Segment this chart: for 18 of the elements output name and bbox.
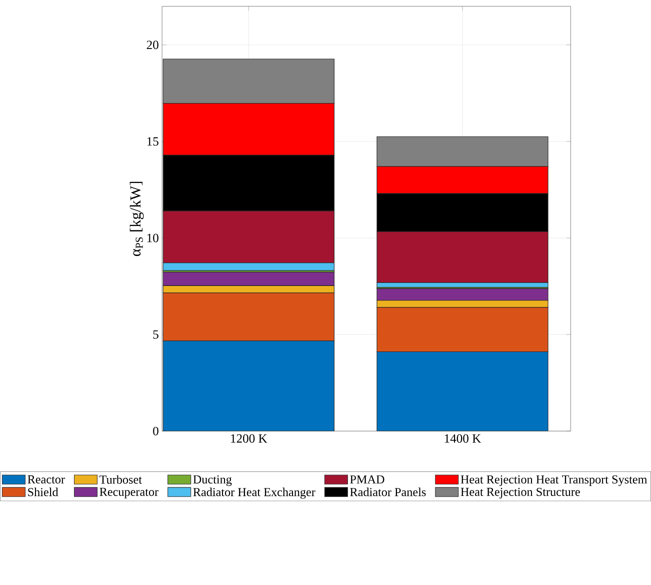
x-tick-label: 1200 K bbox=[231, 434, 268, 443]
legend-label: Reactor bbox=[28, 476, 65, 484]
y-tick-label: 5 bbox=[153, 330, 158, 339]
legend-label: Recuperator bbox=[100, 488, 158, 499]
y-tick-label: 20 bbox=[146, 40, 158, 50]
legend-label: Heat Rejection Structure bbox=[460, 488, 580, 499]
legend-label: Shield bbox=[28, 488, 58, 496]
legend-label: PMAD bbox=[350, 476, 384, 484]
legend-label: Ducting bbox=[193, 476, 232, 486]
y-tick-label: 0 bbox=[153, 426, 158, 436]
legend-label: Radiator Panels bbox=[350, 488, 426, 496]
x-tick-label: 1400 K bbox=[444, 434, 482, 443]
y-axis-title: α$_{PS}$ [kg/kW] bbox=[130, 182, 144, 256]
legend-label: Heat Rejection Heat Transport System bbox=[460, 476, 648, 486]
legend-label: Turboset bbox=[100, 475, 142, 484]
legend-label: Radiator Heat Exchanger bbox=[193, 488, 316, 499]
y-tick-label: 15 bbox=[147, 137, 158, 146]
y-tick-label: 10 bbox=[147, 234, 158, 242]
